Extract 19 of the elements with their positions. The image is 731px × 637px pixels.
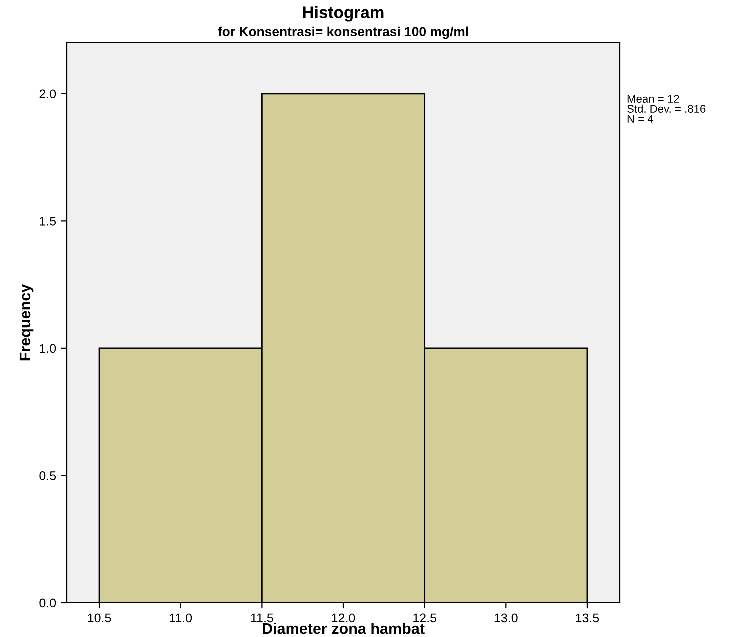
y-tick-label: 0.0 bbox=[40, 598, 56, 608]
y-tick-label: 1.5 bbox=[40, 217, 56, 226]
chart-title: Histogram bbox=[303, 6, 384, 22]
x-tick-label: 13.5 bbox=[576, 614, 600, 623]
text: N = 4 bbox=[628, 115, 654, 123]
y-tick-label: 2.0 bbox=[40, 90, 56, 99]
x-tick-label: 11.5 bbox=[251, 614, 274, 623]
y-tick-label: 0.5 bbox=[40, 472, 56, 480]
y-tick-label: 1.0 bbox=[40, 344, 56, 354]
x-tick-label: 13.0 bbox=[494, 614, 518, 623]
x-tick-label: 12.0 bbox=[332, 614, 356, 623]
x-tick-label: 10.5 bbox=[88, 614, 112, 623]
chart-subtitle: for Konsentrasi= konsentrasi 100 mg/ml bbox=[218, 26, 468, 40]
y-axis-title: Frequency bbox=[20, 284, 34, 361]
text: Std. Dev. = .816 bbox=[628, 104, 706, 113]
x-axis-title: Diameter zona hambat bbox=[263, 623, 425, 634]
text: Mean = 12 bbox=[628, 95, 680, 103]
x-tick-label: 12.5 bbox=[414, 614, 436, 623]
x-tick-label: 11.0 bbox=[170, 614, 192, 623]
